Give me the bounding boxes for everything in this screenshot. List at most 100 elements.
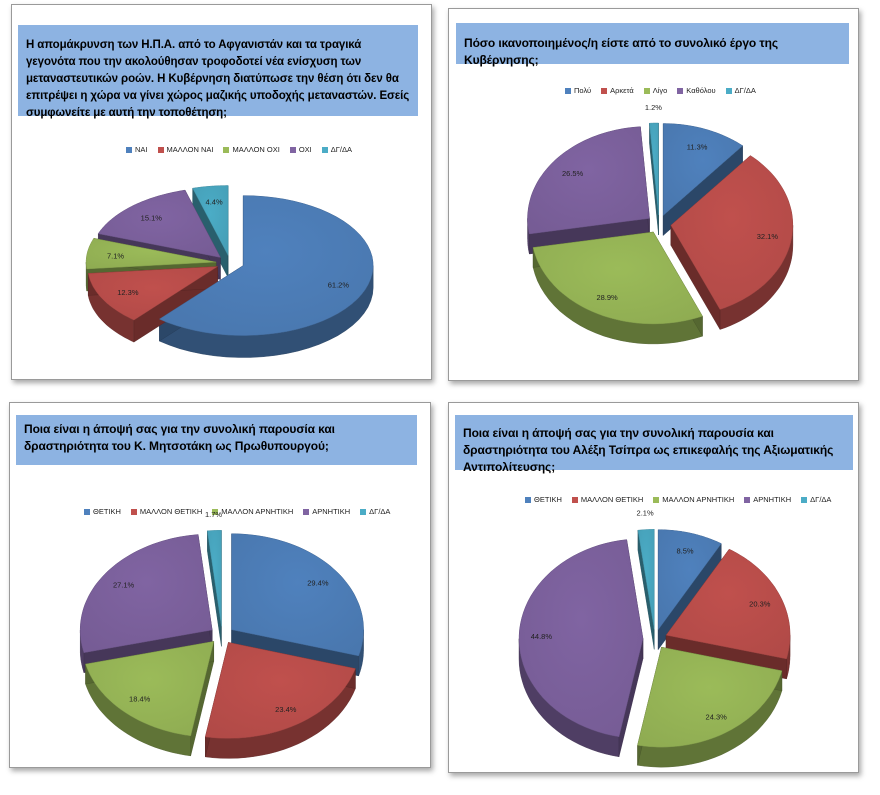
legend-item: ΜΑΛΛΟΝ ΘΕΤΙΚΗ [130,507,203,516]
pie-data-label: 24.3% [706,712,728,721]
pie-slice-3 [97,189,221,258]
chart-legend: ΘΕΤΙΚΗ ΜΑΛΛΟΝ ΘΕΤΙΚΗ ΜΑΛΛΟΝ ΑΡΝΗΤΙΚΗ ΑΡΝΗΤΙ… [525,495,831,504]
legend-label: Πολύ [574,86,592,95]
pie-data-label: 23.4% [275,705,297,714]
pie-slice-3 [79,534,213,653]
legend-swatch [653,496,660,503]
pie-data-label: 27.1% [113,581,135,590]
pie-data-label: 29.4% [307,578,329,587]
legend-label: ΜΑΛΛΟΝ ΑΡΝΗΤΙΚΗ [662,495,735,504]
legend-swatch [801,496,808,503]
legend-swatch [212,508,219,515]
legend-item: Αρκετά [601,86,634,95]
legend-item: ΔΓ/ΔΑ [801,495,831,504]
legend-label: Καθόλου [686,86,716,95]
chart-title: Ποια είναι η άποψή σας για την συνολική … [16,415,417,465]
pie-slice-4 [207,530,222,627]
pie-slice-4 [637,529,655,630]
pie-slice-0 [657,529,722,631]
legend-item: ΟΧΙ [289,145,312,154]
pie-data-label: 2.1% [637,509,654,518]
pie-slice-2 [637,646,783,748]
chart-panel-afghanistan: Η απομάκρυνση των Η.Π.Α. από το Αφγανιστ… [11,4,432,380]
pie-slice-1 [670,155,794,310]
pie-data-label: 1.2% [645,103,662,112]
pie-slice-4 [192,185,229,256]
chart-panel-mitsotakis-opinion: Ποια είναι η άποψή σας για την συνολική … [9,402,431,768]
pie-data-label: 20.3% [749,599,771,608]
pie-slice-2 [85,238,217,270]
pie-data-label: 44.8% [531,632,553,641]
legend-swatch [223,146,230,153]
chart-panel-government-satisfaction: Πόσο ικανοποιημένος/η είστε από το συνολ… [448,8,859,381]
legend-item: ΑΡΝΗΤΙΚΗ [744,495,791,504]
pie-slice-3 [518,539,644,738]
legend-label: ΜΑΛΛΟΝ ΟΧΙ [232,145,280,154]
pie-slice-0 [662,123,744,217]
legend-swatch [321,146,328,153]
legend-label: ΔΓ/ΔΑ [330,145,353,154]
legend-item: ΜΑΛΛΟΝ ΟΧΙ [223,145,280,154]
pie-chart: 61.2% 12.3% 7.1% 15.1% 4.4% [85,185,374,358]
legend-item: ΜΑΛΛΟΝ ΑΡΝΗΤΙΚΗ [212,507,293,516]
legend-item: ΜΑΛΛΟΝ ΘΕΤΙΚΗ [571,495,644,504]
chart-title: Η απομάκρυνση των Η.Π.Α. από το Αφγανιστ… [18,25,418,119]
pie-slice-1 [665,548,791,660]
legend-label: ΜΑΛΛΟΝ ΑΡΝΗΤΙΚΗ [221,507,294,516]
legend-item: ΜΑΛΛΟΝ ΑΡΝΗΤΙΚΗ [653,495,734,504]
legend-swatch [303,508,310,515]
legend-item: ΝΑΙ [126,145,148,154]
legend-label: ΜΑΛΛΟΝ ΘΕΤΙΚΗ [139,507,203,516]
legend-label: ΔΓ/ΔΑ [810,495,832,504]
pie-slice-1 [87,266,219,321]
legend-swatch [130,508,137,515]
chart-legend: ΝΑΙ ΜΑΛΛΟΝ ΝΑΙ ΜΑΛΛΟΝ ΟΧΙ ΟΧΙ ΔΓ/ΔΑ [126,145,352,154]
legend-swatch [289,146,296,153]
legend-label: ΜΑΛΛΟΝ ΝΑΙ [166,145,214,154]
pie-data-label: 28.9% [596,293,618,302]
legend-item: ΜΑΛΛΟΝ ΝΑΙ [157,145,214,154]
chart-legend: Πολύ Αρκετά Λίγο Καθόλου ΔΓ/ΔΑ [565,86,756,95]
legend-label: ΑΡΝΗΤΙΚΗ [753,495,792,504]
legend-swatch [157,146,164,153]
pie-slice-2 [532,231,703,325]
pie-slice-4 [649,122,659,216]
legend-label: ΜΑΛΛΟΝ ΘΕΤΙΚΗ [580,495,644,504]
legend-item: ΔΓ/ΔΑ [725,86,756,95]
pie-data-label: 26.5% [562,169,584,178]
pie-chart: 11.3% 32.1% 28.9% 26.5% 1.2% [527,103,794,345]
legend-label: ΟΧΙ [298,145,312,154]
legend-swatch [571,496,578,503]
pie-data-label: 4.4% [206,198,223,207]
pie-data-label: 7.1% [107,251,124,260]
pie-chart: 8.5% 20.3% 24.3% 44.8% 2.1% [518,509,791,768]
pie-data-label: 18.4% [129,695,151,704]
pie-data-label: 15.1% [141,214,163,223]
legend-item: Πολύ [565,86,591,95]
legend-item: ΔΓ/ΔΑ [360,507,390,516]
legend-swatch [744,496,751,503]
pie-chart: 29.4% 23.4% 18.4% 27.1% 1.7% [79,510,364,759]
legend-item: ΘΕΤΙΚΗ [525,495,562,504]
pie-slice-3 [527,126,650,235]
pie-data-label: 8.5% [676,547,693,556]
pie-slice-0 [231,533,364,657]
legend-label: ΘΕΤΙΚΗ [93,507,121,516]
legend-item: Λίγο [643,86,668,95]
legend-label: ΝΑΙ [135,145,148,154]
legend-item: ΑΡΝΗΤΙΚΗ [303,507,350,516]
pie-data-label: 11.3% [687,143,708,152]
legend-swatch [525,496,531,503]
legend-swatch [565,87,571,94]
legend-swatch [360,508,367,515]
legend-label: Λίγο [652,86,668,95]
pie-slice-0 [158,195,374,336]
chart-title: Πόσο ικανοποιημένος/η είστε από το συνολ… [456,23,849,67]
legend-swatch [677,87,684,94]
pie-data-label: 61.2% [328,280,350,289]
pie-data-label: 12.3% [117,288,139,297]
legend-item: Καθόλου [677,86,716,95]
legend-item: ΔΓ/ΔΑ [321,145,353,154]
legend-swatch [84,508,90,515]
pie-data-label: 1.7% [205,510,222,519]
